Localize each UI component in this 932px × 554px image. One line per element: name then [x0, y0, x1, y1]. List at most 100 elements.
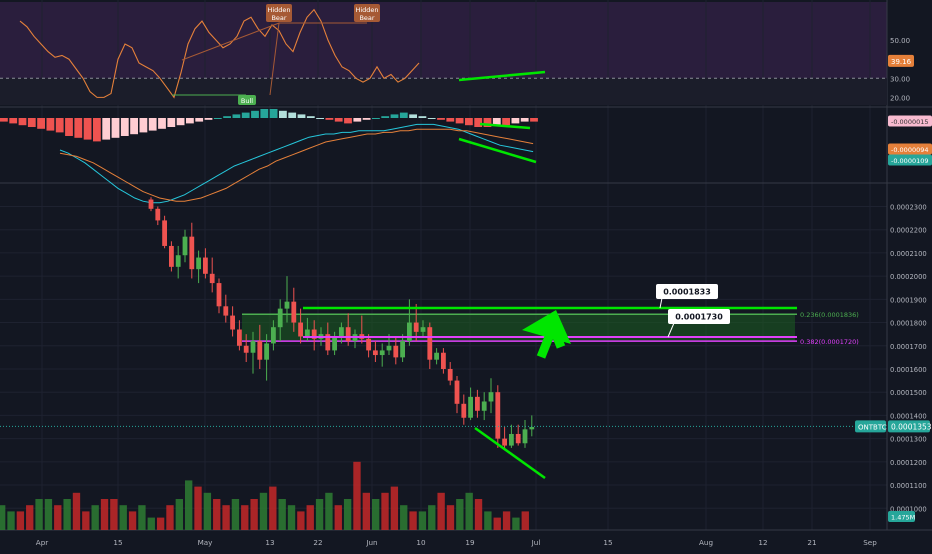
candle-body[interactable] [169, 245, 174, 267]
macd-histogram-bar [93, 118, 101, 142]
candle-body[interactable] [332, 336, 337, 351]
macd-divergence-trendline[interactable] [458, 137, 537, 164]
price-divergence-trendline[interactable] [474, 426, 546, 480]
candle-body[interactable] [373, 350, 378, 356]
hidden-bear-line[interactable] [269, 22, 280, 96]
price-axis[interactable]: 0.0002300 0.0002200 0.0002100 0.0002000 0.00… [888, 203, 927, 522]
price-tick: 0.0001900 [890, 296, 927, 304]
candle-body[interactable] [427, 327, 433, 360]
candle-body[interactable] [264, 343, 269, 360]
candle-body[interactable] [182, 236, 188, 256]
candle-body[interactable] [441, 352, 446, 369]
candle-body[interactable] [366, 338, 371, 351]
candle-body[interactable] [420, 327, 426, 332]
candle-body[interactable] [468, 396, 473, 418]
candle-body[interactable] [277, 308, 283, 328]
volume-bar [465, 492, 473, 530]
candle-body[interactable] [291, 301, 297, 323]
price-tick: 0.0002000 [890, 273, 927, 281]
candle-body[interactable] [502, 438, 507, 446]
candle-body[interactable] [475, 396, 480, 411]
candle-body[interactable] [196, 257, 201, 270]
macd-pane[interactable] [0, 109, 538, 204]
candle-body[interactable] [495, 392, 501, 439]
candle-body[interactable] [434, 352, 439, 360]
rsi-axis[interactable]: 50.00 30.00 20.00 39.16 [888, 37, 914, 102]
candle-body[interactable] [509, 433, 514, 446]
candle-body[interactable] [230, 315, 235, 330]
volume-bar [128, 511, 137, 530]
symbol-tag-label: ONTBTC [858, 423, 887, 431]
macd-histogram-trendline[interactable] [479, 122, 531, 130]
volume-bar [400, 505, 408, 530]
macd-line[interactable] [59, 123, 534, 204]
candle-body[interactable] [250, 341, 256, 353]
price-callout-box[interactable] [656, 284, 718, 299]
volume-bar [306, 505, 314, 530]
candle-body[interactable] [515, 433, 521, 444]
volume-bar [259, 492, 268, 530]
time-tick: 22 [313, 538, 322, 547]
volume-bar [325, 492, 333, 530]
candle-body[interactable] [209, 273, 215, 284]
candle-body[interactable] [461, 403, 467, 418]
candlesticks[interactable] [148, 197, 535, 451]
candle-body[interactable] [379, 350, 385, 356]
price-tick: 0.0002300 [890, 203, 927, 211]
volume-bar [409, 511, 417, 530]
macd-value-badge [888, 115, 932, 127]
macd-histogram-bar [186, 118, 194, 124]
candle-body[interactable] [345, 327, 351, 342]
candle-body[interactable] [237, 329, 242, 346]
rsi-line[interactable] [19, 8, 420, 99]
candle-body[interactable] [488, 392, 494, 402]
macd-histogram-bar [381, 116, 390, 118]
candle-body[interactable] [386, 345, 392, 351]
volume-bar [147, 517, 155, 530]
candle-body[interactable] [305, 329, 310, 337]
candle-body[interactable] [162, 220, 167, 246]
candle-body[interactable] [413, 322, 419, 332]
candle-body[interactable] [257, 341, 263, 360]
drawings[interactable]: 0.0001833 0.0001730 [0, 284, 887, 480]
candle-body[interactable] [155, 208, 161, 221]
candle-body[interactable] [311, 329, 317, 339]
candle-body[interactable] [203, 257, 208, 274]
candle-body[interactable] [454, 380, 460, 404]
macd-histogram-bar [83, 118, 92, 140]
candle-body[interactable] [148, 199, 154, 209]
candle-body[interactable] [522, 429, 528, 444]
candle-body[interactable] [271, 327, 276, 344]
candle-body[interactable] [447, 368, 453, 381]
volume-bar [110, 499, 118, 530]
candle-body[interactable] [400, 341, 405, 358]
candle-body[interactable] [339, 327, 344, 337]
rsi-divergence-trendline[interactable] [458, 70, 546, 82]
macd-histogram-bar [316, 118, 324, 119]
candle-body[interactable] [189, 236, 195, 270]
time-axis[interactable]: Apr 15 May 13 22 Jun 10 19 Jul 15 Aug 12 21 Sep [36, 538, 877, 547]
candle-body[interactable] [298, 322, 303, 337]
arrow-head[interactable] [522, 310, 571, 344]
candle-body[interactable] [393, 345, 399, 358]
macd-histogram-bar [474, 118, 483, 127]
macd-signal-line[interactable] [59, 128, 534, 202]
macd-axis[interactable]: -0.0000015 -0.0000094 -0.0000109 [888, 115, 932, 166]
candle-body[interactable] [216, 283, 222, 307]
candle-body[interactable] [529, 427, 535, 430]
candle-body[interactable] [243, 345, 249, 353]
candle-body[interactable] [481, 401, 487, 411]
volume-bar [278, 499, 286, 530]
price-callout-box[interactable] [668, 309, 730, 324]
rsi-current-badge [888, 54, 914, 67]
candle-body[interactable] [284, 301, 290, 309]
volume-bar [166, 505, 174, 530]
candle-body[interactable] [325, 334, 331, 351]
candle-body[interactable] [407, 322, 412, 342]
candle-body[interactable] [223, 306, 229, 316]
macd-histogram-bar [260, 109, 269, 118]
candle-body[interactable] [175, 255, 181, 267]
